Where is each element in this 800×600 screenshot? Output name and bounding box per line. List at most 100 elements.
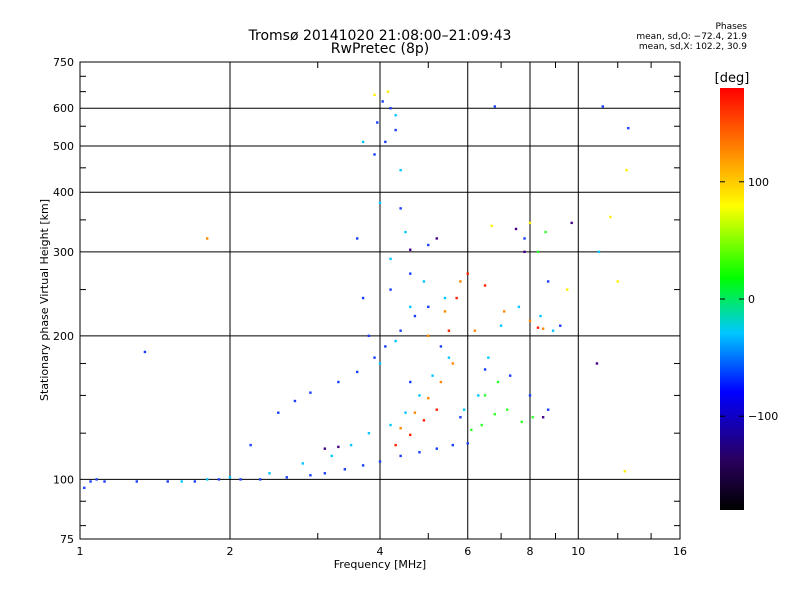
chart-title: Tromsø 20141020 21:08:00–21:09:43	[248, 28, 512, 44]
data-point	[394, 339, 397, 343]
data-point	[337, 380, 340, 384]
data-point	[443, 310, 447, 313]
phases-stats: Phases mean, sd,O: −72.4, 21.9 mean, sd,…	[625, 22, 747, 52]
x-tick-label: 8	[527, 545, 534, 558]
colorbar-ticks: 100 0 −100	[720, 176, 778, 423]
data-point	[541, 416, 545, 419]
y-axis-label: Stationary phase Virtual Height [km]	[38, 199, 51, 401]
data-point	[361, 140, 365, 144]
y-axis-ticks: 75 100 200 300 400 500 600 750	[53, 56, 680, 546]
data-point	[309, 391, 312, 394]
data-point	[473, 329, 477, 332]
data-point	[528, 394, 532, 397]
data-point	[373, 153, 376, 156]
data-point	[523, 237, 526, 240]
data-point	[259, 478, 262, 481]
data-point	[367, 334, 371, 338]
x-axis-label: Frequency [MHz]	[334, 558, 426, 571]
data-point	[559, 324, 562, 327]
data-point	[409, 380, 412, 384]
data-point	[496, 380, 500, 384]
data-point	[277, 411, 280, 414]
data-point	[378, 460, 382, 463]
data-point	[83, 486, 86, 490]
data-point	[447, 329, 451, 332]
data-point	[541, 327, 545, 330]
data-point	[404, 411, 407, 414]
data-point	[523, 250, 526, 254]
colorbar-label: [deg]	[715, 71, 750, 86]
data-point	[470, 428, 473, 432]
phases-o-stats: mean, sd,O: −72.4, 21.9	[636, 32, 747, 42]
data-point	[439, 345, 443, 348]
data-point	[293, 399, 297, 403]
data-point	[508, 374, 512, 377]
data-point	[376, 121, 379, 124]
data-point	[427, 243, 430, 247]
data-point	[466, 442, 469, 445]
data-point	[249, 443, 252, 447]
data-point	[623, 470, 627, 473]
data-point	[89, 480, 92, 483]
data-point	[239, 478, 242, 481]
data-point	[477, 394, 480, 397]
data-point	[413, 314, 417, 318]
x-tick-label: 2	[227, 545, 234, 558]
data-point	[389, 423, 392, 427]
data-point	[536, 250, 540, 254]
plot-frame	[79, 61, 681, 540]
data-point	[487, 356, 490, 359]
data-point	[539, 314, 542, 318]
data-point	[95, 478, 98, 481]
y-tick-label: 500	[53, 140, 74, 153]
data-point	[616, 280, 619, 283]
data-point	[361, 464, 365, 467]
y-tick-label: 400	[53, 186, 74, 199]
data-point	[435, 447, 438, 450]
data-point	[427, 305, 430, 309]
data-point	[399, 427, 402, 430]
x-tick-label: 4	[377, 545, 384, 558]
data-point	[135, 480, 138, 483]
colorbar-tick-label: 0	[748, 293, 755, 306]
data-point	[180, 480, 183, 483]
y-tick-label: 300	[53, 246, 74, 259]
data-point	[502, 310, 506, 313]
data-point	[544, 230, 547, 234]
data-point	[439, 380, 443, 384]
data-point	[528, 319, 532, 323]
data-point	[435, 237, 438, 240]
data-point	[355, 370, 359, 374]
data-point	[301, 462, 305, 465]
x-axis-ticks: 1 2 4 6 8 10 16	[77, 62, 687, 558]
data-point	[399, 329, 402, 332]
data-point	[389, 107, 392, 110]
data-point	[597, 250, 601, 254]
data-point	[399, 168, 402, 172]
data-point	[399, 454, 402, 458]
data-point	[399, 207, 402, 210]
x-tick-label: 16	[673, 545, 687, 558]
data-point	[422, 280, 426, 283]
data-point	[413, 411, 417, 414]
data-point	[355, 237, 359, 240]
data-point	[627, 126, 630, 130]
data-point	[531, 416, 534, 419]
data-point	[505, 408, 509, 411]
data-point	[609, 215, 612, 219]
data-point	[431, 374, 434, 377]
colorbar-tick-label: −100	[748, 410, 778, 423]
data-point	[378, 201, 382, 205]
data-point	[103, 480, 106, 483]
scatter-points	[83, 90, 630, 490]
data-point	[435, 408, 438, 411]
y-tick-label: 75	[60, 533, 74, 546]
data-point	[217, 478, 221, 481]
data-point	[367, 431, 371, 435]
data-point	[285, 476, 288, 479]
data-point	[143, 350, 147, 354]
data-point	[499, 324, 503, 327]
data-point	[343, 468, 347, 471]
data-point	[595, 362, 599, 365]
